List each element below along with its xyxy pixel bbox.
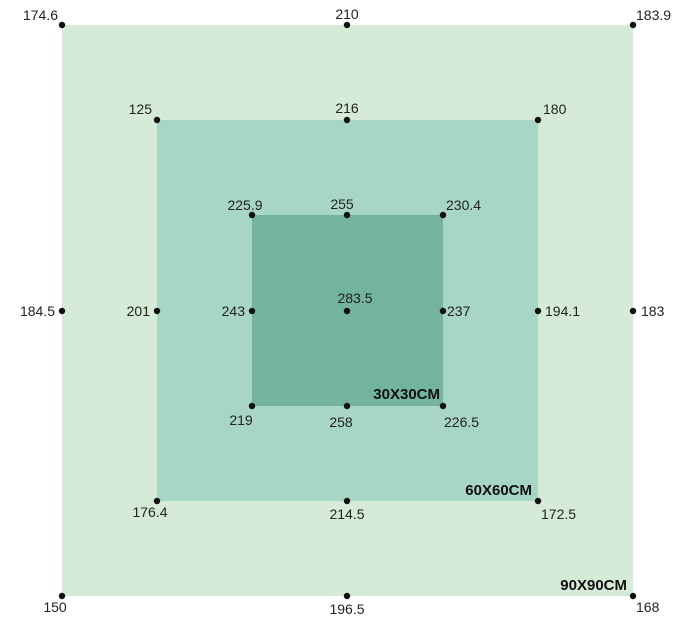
label-outer-bottom-left: 150 [43,599,67,615]
label-outer-bottom-mid: 196.5 [329,601,364,617]
size-labels: 30X30CM 60X60CM 90X90CM [373,386,627,594]
label-inner-top-left: 225.9 [227,197,262,213]
label-inner-bottom-left: 219 [229,412,253,428]
point-inner-mid-right [439,307,447,315]
point-outer-mid-left [58,307,66,315]
point-outer-bottom-right [629,592,637,600]
size-label-90x90: 90X90CM [560,577,627,594]
label-middle-mid-right: 194.1 [545,303,580,319]
label-inner-mid-left: 243 [222,303,246,319]
measurement-points [58,21,637,600]
label-outer-top-right: 183.9 [636,7,671,23]
point-inner-bottom-right [439,402,447,410]
point-middle-bottom-mid [343,497,351,505]
point-middle-bottom-right [534,497,542,505]
point-inner-bottom-mid [343,402,351,410]
point-middle-top-left [153,116,161,124]
label-outer-mid-left: 184.5 [20,303,55,319]
size-label-30x30: 30X30CM [373,386,440,403]
label-outer-mid-right: 183 [641,303,665,319]
label-inner-top-right: 230.4 [446,197,481,213]
label-outer-bottom-right: 168 [636,599,660,615]
label-inner-bottom-mid: 258 [329,414,353,430]
measurement-labels: 174.6 210 183.9 184.5 183 150 196.5 168 … [20,6,671,617]
point-outer-bottom-mid [343,592,351,600]
point-inner-center [343,307,351,315]
point-middle-bottom-left [153,497,161,505]
point-middle-top-right [534,116,542,124]
label-middle-top-mid: 216 [335,100,359,116]
point-outer-top-left [58,21,66,29]
label-middle-top-right: 180 [543,101,567,117]
point-outer-bottom-left [58,592,66,600]
label-middle-bottom-mid: 214.5 [329,506,364,522]
point-outer-mid-right [629,307,637,315]
point-inner-top-right [439,211,447,219]
point-inner-top-left [248,211,256,219]
point-middle-mid-left [153,307,161,315]
label-middle-top-left: 125 [129,101,153,117]
label-middle-bottom-left: 176.4 [132,504,167,520]
size-label-60x60: 60X60CM [465,482,532,499]
point-middle-top-mid [343,116,351,124]
point-outer-top-mid [343,21,351,29]
label-outer-top-left: 174.6 [23,7,58,23]
point-middle-mid-right [534,307,542,315]
label-middle-mid-left: 201 [127,303,151,319]
point-outer-top-right [629,21,637,29]
point-inner-top-mid [343,211,351,219]
label-inner-top-mid: 255 [330,196,354,212]
point-inner-bottom-left [248,402,256,410]
label-inner-bottom-right: 226.5 [444,414,479,430]
label-inner-center: 283.5 [337,290,372,306]
label-inner-mid-right: 237 [447,303,471,319]
label-outer-top-mid: 210 [335,6,359,22]
label-middle-bottom-right: 172.5 [541,506,576,522]
point-inner-mid-left [248,307,256,315]
